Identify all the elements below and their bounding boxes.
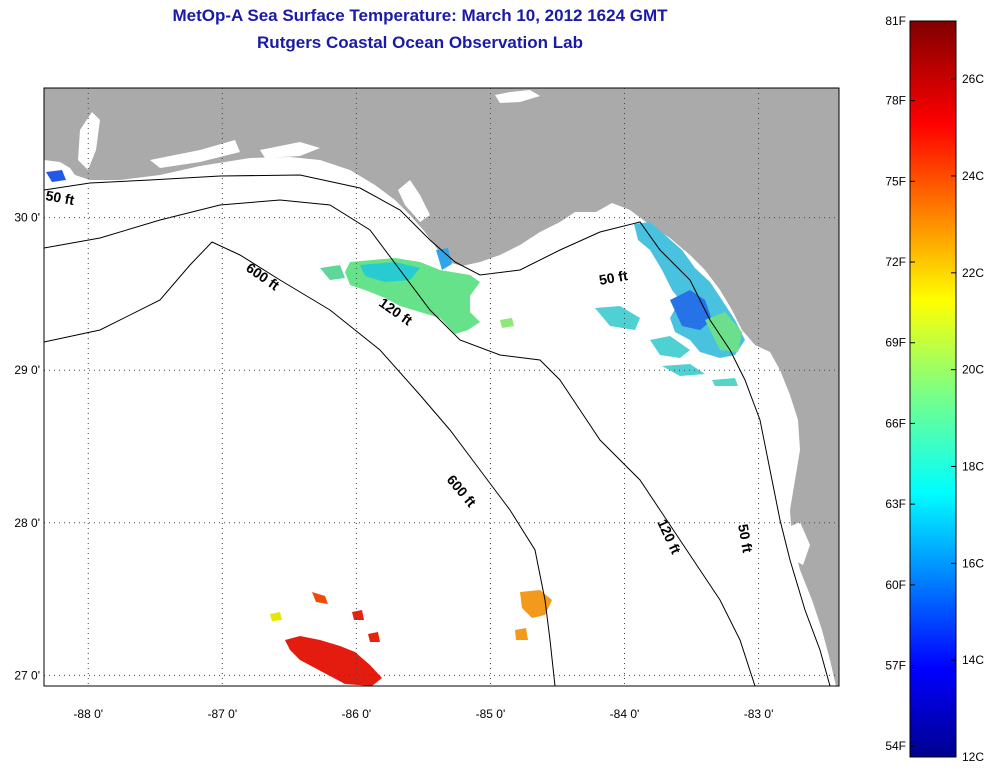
lat-tick-label: 27 0'	[14, 668, 40, 682]
colorbar-f-label: 72F	[885, 255, 906, 269]
colorbar-c-label: 24C	[962, 169, 984, 183]
map-frame	[43, 87, 840, 687]
colorbar-f-label: 78F	[885, 94, 906, 108]
land-mass	[44, 88, 839, 686]
sst-patch	[670, 290, 712, 330]
sst-patch	[500, 318, 514, 328]
sst-patch	[285, 636, 382, 686]
colorbar-f-label: 57F	[885, 659, 906, 673]
lat-tick-label: 30 0'	[14, 211, 40, 225]
contour-50ft	[44, 174, 831, 686]
contour-120ft	[44, 199, 756, 686]
bay	[150, 140, 240, 168]
lon-tick-label: -86 0'	[342, 707, 372, 721]
sst-patch	[270, 612, 282, 621]
bay	[495, 90, 540, 103]
lon-tick-label: -83 0'	[744, 707, 774, 721]
lat-tick-label: 28 0'	[14, 516, 40, 530]
sst-patch	[515, 628, 528, 640]
contour-label: 50 ft	[598, 267, 629, 288]
lon-tick-label: -84 0'	[610, 707, 640, 721]
bay	[78, 112, 100, 170]
colorbar-celsius-labels: 26C 24C 22C 20C 18C 16C 14C 12C	[951, 72, 984, 764]
colorbar-f-label: 69F	[885, 336, 906, 350]
longitude-labels: -88 0' -87 0' -86 0' -85 0' -84 0' -83 0'	[73, 707, 773, 721]
contour-600ft	[44, 241, 556, 686]
colorbar-c-label: 20C	[962, 363, 984, 377]
map-title: MetOp-A Sea Surface Temperature: March 1…	[172, 6, 668, 25]
lon-tick-label: -88 0'	[73, 707, 103, 721]
sst-patch	[436, 248, 452, 270]
sst-patch	[312, 592, 328, 604]
colorbar-c-label: 26C	[962, 72, 984, 86]
colorbar-f-label: 63F	[885, 497, 906, 511]
sst-patches	[46, 170, 745, 686]
sst-patch	[320, 265, 345, 280]
colorbar-f-label: 81F	[885, 14, 906, 28]
colorbar-fahrenheit-labels: 81F 78F 75F 72F 69F 66F 63F 60F 57F 54F	[885, 14, 915, 753]
bay	[398, 180, 430, 222]
colorbar-f-label: 75F	[885, 174, 906, 188]
colorbar-f-label: 54F	[885, 739, 906, 753]
bay	[260, 142, 320, 158]
colorbar-c-label: 22C	[962, 266, 984, 280]
sst-patch	[712, 378, 738, 386]
sst-patch	[46, 170, 66, 182]
lon-tick-label: -87 0'	[207, 707, 237, 721]
colorbar-c-label: 12C	[962, 750, 984, 764]
colorbar-c-label: 18C	[962, 459, 984, 473]
colorbar-c-label: 16C	[962, 556, 984, 570]
sst-patch	[650, 336, 690, 358]
colorbar-f-label: 66F	[885, 416, 906, 430]
lat-tick-label: 29 0'	[14, 363, 40, 377]
contour-label: 50 ft	[735, 523, 756, 554]
map-subtitle: Rutgers Coastal Ocean Observation Lab	[257, 33, 583, 52]
latitude-labels: 30 0' 29 0' 28 0' 27 0'	[14, 211, 40, 683]
contour-label: 50 ft	[44, 187, 75, 208]
sst-patch	[368, 632, 380, 642]
colorbar	[909, 20, 957, 758]
colorbar-c-label: 14C	[962, 653, 984, 667]
sst-patch	[705, 312, 742, 352]
sst-patch	[595, 306, 640, 330]
lon-tick-label: -85 0'	[476, 707, 506, 721]
colorbar-f-label: 60F	[885, 578, 906, 592]
sst-patch	[662, 364, 705, 376]
bathymetry-contours	[44, 174, 831, 686]
sst-patch	[352, 610, 364, 620]
